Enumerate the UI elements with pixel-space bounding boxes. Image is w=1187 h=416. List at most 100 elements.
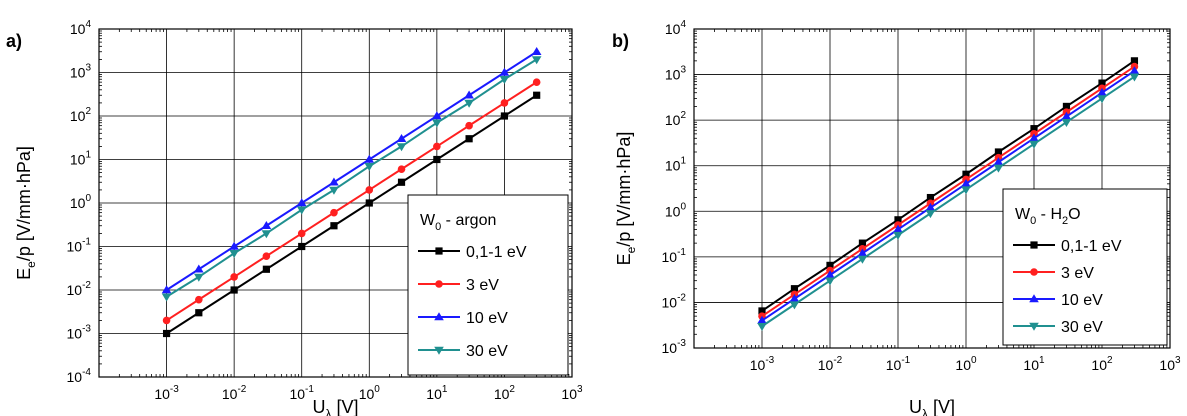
data-point [161, 285, 172, 294]
data-point [162, 316, 171, 325]
x-tick-label: 10-2 [818, 355, 843, 373]
data-point [993, 157, 1004, 166]
legend-marker [434, 346, 444, 355]
data-point [262, 252, 271, 260]
data-point [789, 301, 800, 310]
data-point [1030, 125, 1038, 133]
legend-box [1002, 188, 1168, 346]
y-tick-label: 100 [70, 193, 92, 211]
legend-marker [1030, 268, 1038, 276]
x-tick-label: 100 [359, 384, 381, 402]
legend-label: 30 eV [1061, 319, 1103, 336]
y-tick-label: 10-3 [662, 338, 687, 356]
data-point [858, 239, 867, 247]
data-point [1029, 133, 1039, 142]
y-tick-label: 103 [70, 63, 92, 81]
data-point [194, 273, 204, 282]
data-point [330, 208, 338, 217]
x-tick-label: 10-3 [154, 384, 179, 402]
y-tick-label: 102 [70, 106, 92, 124]
data-point [194, 264, 204, 273]
series-line [166, 94, 538, 335]
data-point [397, 178, 406, 186]
data-point [757, 323, 767, 332]
legend-title: W0 - H2O [1015, 206, 1081, 227]
chart-panel-a: 10-3 10-2 10-1 100 101 102 103 10-4 10-3 10-2 10-1… [6, 19, 583, 416]
series-line [166, 58, 538, 298]
data-point [926, 193, 935, 202]
legend-label: 10 eV [466, 310, 508, 327]
x-tick-label: 103 [1159, 355, 1181, 373]
panel-label: a) [6, 31, 22, 51]
legend-label: 3 eV [1061, 265, 1094, 282]
data-point [925, 210, 936, 219]
data-point [229, 241, 239, 250]
legend-marker [1029, 294, 1039, 303]
data-point [857, 248, 868, 257]
series-line [761, 60, 1136, 312]
data-point [161, 293, 172, 302]
data-point [994, 148, 1003, 156]
data-point [1097, 87, 1107, 96]
data-point [396, 143, 407, 152]
series-0-1-1-ev [758, 57, 1139, 315]
data-point [230, 273, 238, 281]
data-point [329, 177, 339, 186]
y-axis-label: Ee/p [V/mm·hPa] [614, 132, 638, 266]
data-point [962, 170, 970, 178]
data-point [432, 111, 442, 120]
legend: W0 - H2O 0,1-1 eV 3 eV 10 eV 30 eV [1002, 188, 1168, 346]
data-point [396, 133, 407, 142]
y-tick-label: 103 [665, 65, 687, 83]
data-point [961, 179, 971, 188]
data-point [825, 277, 835, 286]
data-point [993, 164, 1004, 173]
y-tick-label: 104 [665, 19, 687, 37]
series-line [761, 65, 1135, 317]
data-point [1098, 79, 1106, 87]
data-point [758, 307, 766, 315]
y-tick-label: 102 [665, 110, 687, 128]
data-point [464, 90, 474, 99]
legend-marker [1030, 241, 1038, 249]
x-tick-label: 103 [561, 384, 583, 402]
data-point [296, 206, 307, 215]
y-tick-label: 10-2 [67, 280, 92, 298]
x-tick-label: 10-2 [222, 384, 247, 402]
x-tick-label: 10-1 [289, 384, 314, 402]
data-point [230, 286, 238, 294]
legend-marker [435, 247, 443, 255]
data-point [297, 229, 306, 238]
data-point [229, 250, 239, 259]
series-30-ev [757, 73, 1140, 332]
series-line [166, 50, 538, 291]
series-line [166, 81, 538, 322]
series-0-1-1-ev [162, 91, 541, 338]
data-point [1061, 111, 1072, 120]
data-point [465, 121, 473, 130]
data-point [893, 231, 903, 240]
data-point [162, 329, 171, 338]
x-tick-label: 10-1 [886, 355, 911, 373]
data-point [533, 91, 541, 99]
data-point [1029, 140, 1039, 149]
data-point [1130, 57, 1139, 65]
plot-frame [693, 28, 1171, 349]
data-point [330, 222, 338, 230]
data-point [329, 186, 339, 195]
data-point [433, 142, 441, 151]
x-tick-label: 101 [426, 384, 448, 402]
data-point [500, 99, 509, 107]
data-point [1129, 66, 1140, 75]
data-point [195, 309, 203, 317]
panel-label: b) [612, 31, 629, 51]
data-point [464, 99, 474, 108]
series-10-ev [161, 46, 542, 294]
data-point [365, 199, 373, 207]
data-point [364, 154, 375, 163]
y-tick-label: 10-1 [662, 247, 687, 265]
legend-label: 0,1-1 eV [1061, 238, 1122, 255]
y-tick-label: 100 [665, 201, 687, 219]
data-point [261, 220, 272, 229]
